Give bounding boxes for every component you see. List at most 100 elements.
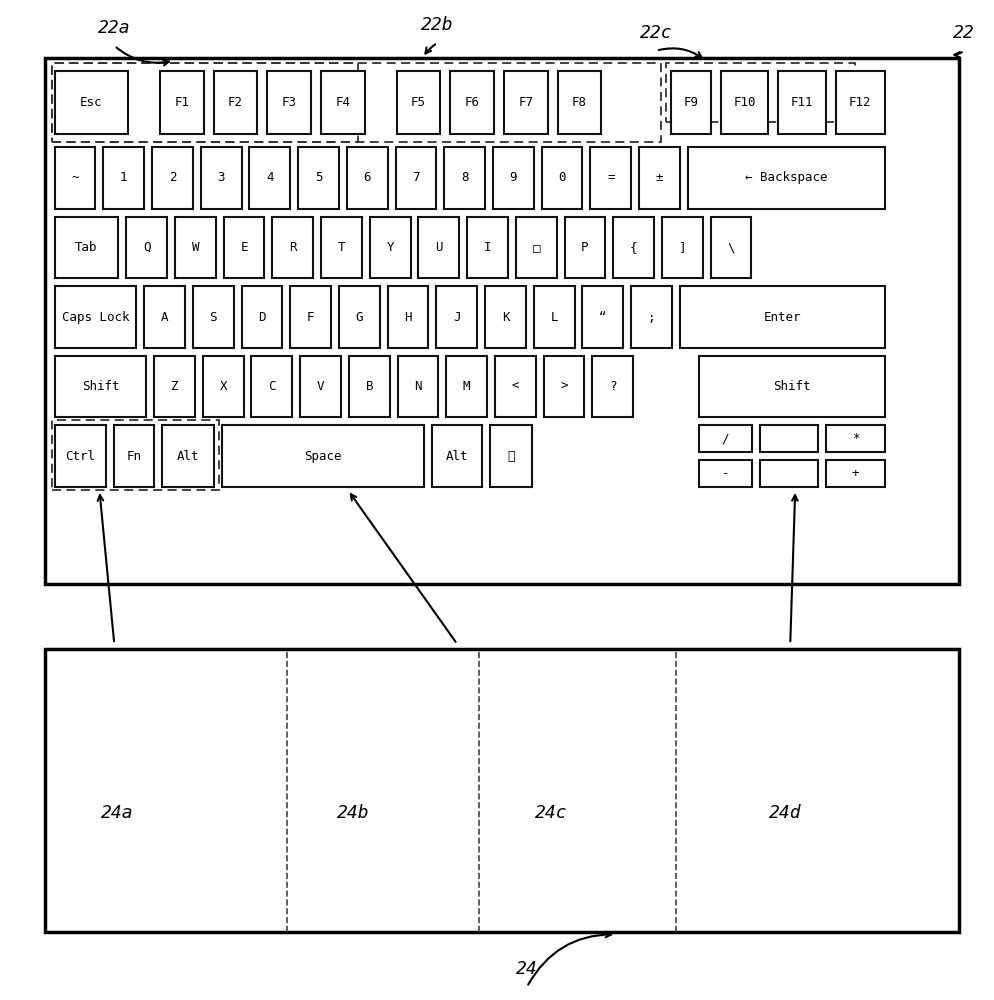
Text: Space: Space	[304, 450, 342, 463]
Bar	[432, 425, 482, 487]
Bar	[721, 71, 768, 134]
Text: 3: 3	[218, 171, 225, 184]
Text: Alt: Alt	[446, 450, 468, 463]
Bar	[298, 147, 339, 209]
Bar	[144, 286, 185, 348]
Text: ;: ;	[648, 311, 655, 324]
Bar	[162, 425, 214, 487]
Text: ]: ]	[679, 241, 686, 254]
Text: ?: ?	[609, 380, 616, 393]
Text: 22c: 22c	[640, 24, 672, 42]
Text: 24d: 24d	[769, 804, 801, 822]
Bar	[613, 217, 654, 278]
Text: Ctrl: Ctrl	[66, 450, 95, 463]
Text: H: H	[405, 311, 412, 324]
Text: C: C	[268, 380, 275, 393]
Bar	[300, 356, 341, 417]
Bar	[201, 147, 242, 209]
Bar	[826, 460, 885, 487]
Bar	[321, 217, 362, 278]
Bar	[582, 286, 623, 348]
Text: 6: 6	[364, 171, 371, 184]
Bar	[688, 147, 885, 209]
Bar	[203, 356, 244, 417]
Text: F2: F2	[228, 96, 244, 109]
Bar	[558, 71, 601, 134]
Text: T: T	[338, 241, 345, 254]
Bar	[671, 71, 711, 134]
Bar	[699, 356, 885, 417]
Bar	[152, 147, 193, 209]
Bar	[760, 425, 818, 452]
Bar	[45, 58, 959, 584]
Bar	[55, 217, 118, 278]
Bar	[52, 63, 661, 142]
Bar	[631, 286, 672, 348]
Text: F: F	[307, 311, 314, 324]
Bar	[126, 217, 167, 278]
Text: 24b: 24b	[337, 804, 369, 822]
Text: J: J	[453, 311, 460, 324]
Text: Tab: Tab	[76, 241, 97, 254]
Bar	[450, 71, 494, 134]
Text: “: “	[599, 311, 606, 324]
Bar	[436, 286, 477, 348]
Bar	[290, 286, 331, 348]
Bar	[826, 425, 885, 452]
Bar	[55, 286, 136, 348]
Bar	[370, 217, 411, 278]
Text: R: R	[289, 241, 296, 254]
Bar	[45, 649, 959, 932]
Bar	[154, 356, 195, 417]
Text: Z: Z	[171, 380, 178, 393]
Bar	[836, 71, 885, 134]
Text: Q: Q	[143, 241, 150, 254]
Bar	[251, 356, 292, 417]
Bar	[339, 286, 380, 348]
Text: X: X	[220, 380, 227, 393]
Text: Shift: Shift	[82, 380, 119, 393]
Text: F4: F4	[335, 96, 351, 109]
Text: □: □	[533, 241, 540, 254]
Text: ~: ~	[72, 171, 79, 184]
Text: Y: Y	[387, 241, 394, 254]
Text: 4: 4	[266, 171, 273, 184]
Text: Alt: Alt	[177, 450, 199, 463]
Text: D: D	[258, 311, 265, 324]
Text: Fn: Fn	[126, 450, 142, 463]
Bar	[490, 425, 532, 487]
Bar	[214, 71, 257, 134]
Text: N: N	[414, 380, 421, 393]
Bar	[493, 147, 534, 209]
Text: 0: 0	[559, 171, 566, 184]
Bar	[52, 63, 358, 142]
Bar	[592, 356, 633, 417]
Bar	[396, 147, 436, 209]
Bar	[55, 425, 106, 487]
Text: F7: F7	[518, 96, 534, 109]
Bar	[397, 71, 440, 134]
Text: Caps Lock: Caps Lock	[62, 311, 129, 324]
Text: Enter: Enter	[763, 311, 801, 324]
Bar	[485, 286, 526, 348]
Text: F6: F6	[464, 96, 480, 109]
Text: L: L	[551, 311, 558, 324]
Text: 5: 5	[315, 171, 322, 184]
Text: 1: 1	[120, 171, 127, 184]
Bar	[516, 217, 557, 278]
Text: S: S	[210, 311, 217, 324]
Bar	[349, 356, 390, 417]
Text: /: /	[722, 432, 730, 445]
Bar	[193, 286, 234, 348]
Bar	[699, 425, 752, 452]
Bar	[590, 147, 631, 209]
Text: >: >	[561, 380, 568, 393]
Text: A: A	[161, 311, 168, 324]
Text: F3: F3	[281, 96, 297, 109]
Bar	[544, 356, 584, 417]
Bar	[52, 420, 219, 490]
Text: B: B	[366, 380, 373, 393]
Text: K: K	[502, 311, 509, 324]
Text: +: +	[852, 467, 859, 480]
Bar	[242, 286, 282, 348]
